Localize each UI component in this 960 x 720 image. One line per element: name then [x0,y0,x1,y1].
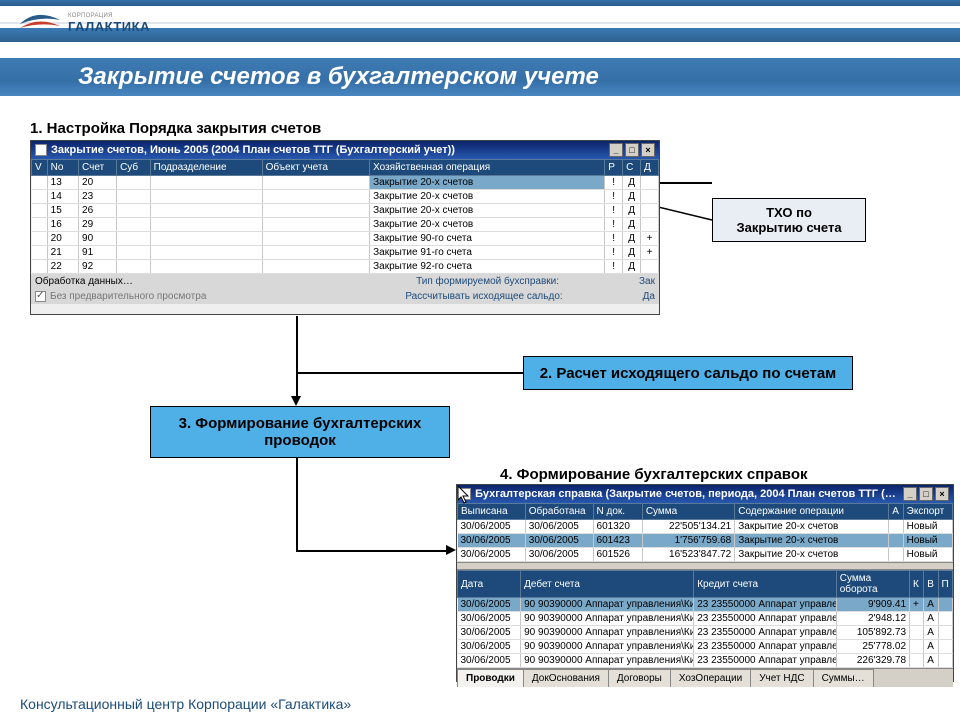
accounts-table[interactable]: VNoСчетСубПодразделениеОбъект учетаХозяй… [31,159,659,274]
step2-box: 2. Расчет исходящего сальдо по счетам [523,356,853,390]
table-row[interactable]: 2292Закрытие 92-го счета!Д [32,260,659,274]
status-saldo-val: Да [643,291,655,302]
col-header[interactable]: Выписана [458,504,526,520]
col-header[interactable]: К [910,571,924,598]
footer-text: Консультационный центр Корпорации «Галак… [20,696,351,712]
status-type-val: Зак [639,276,655,287]
arrowhead-right [446,545,456,555]
col-header[interactable]: Счет [79,160,117,176]
tab-проводки[interactable]: Проводки [457,669,524,687]
col-header[interactable]: Суб [117,160,151,176]
col-header[interactable]: Обработана [525,504,593,520]
table-row[interactable]: 2191Закрытие 91-го счета!Д+ [32,246,659,260]
table-row[interactable]: 1629Закрытие 20-х счетов!Д [32,218,659,232]
callout-line1: ТХО по [766,205,812,220]
col-header[interactable]: N док. [593,504,642,520]
table-row[interactable]: 1320Закрытие 20-х счетов!Д [32,176,659,190]
tab-докоснования[interactable]: ДокОснования [523,669,609,687]
callout-line2: Закрытию счета [736,220,841,235]
col-header[interactable]: Дебет счета [521,571,694,598]
table-row[interactable]: 2090Закрытие 90-го счета!Д+ [32,232,659,246]
tab-суммы…[interactable]: Суммы… [813,669,874,687]
tab-учет ндс[interactable]: Учет НДС [750,669,813,687]
window-close-accounts: Закрытие счетов, Июнь 2005 (2004 План сч… [30,140,660,315]
status-area: Обработка данных… Тип формируемой бухспр… [31,274,659,304]
logo-text: ГАЛАКТИКА [68,19,150,34]
col-header[interactable]: No [47,160,78,176]
table-row[interactable]: 1526Закрытие 20-х счетов!Д [32,204,659,218]
col-header[interactable]: В [924,571,938,598]
entries-table[interactable]: ДатаДебет счетаКредит счетаСумма оборота… [457,570,953,668]
col-header[interactable]: Хозяйственная операция [370,160,605,176]
close-button[interactable]: × [935,487,949,501]
titlebar[interactable]: Бухгалтерская справка (Закрытие счетов, … [457,485,953,503]
preview-label: Без предварительного просмотра [50,291,206,302]
step3-box: 3. Формирование бухгалтерских проводок [150,406,450,458]
col-header[interactable]: С [623,160,641,176]
col-header[interactable]: Подразделение [150,160,262,176]
col-header[interactable]: Сумма оборота [836,571,909,598]
connector [296,372,524,374]
maximize-button[interactable]: □ [625,143,639,157]
preview-checkbox[interactable] [35,291,46,302]
arrowhead-down [291,396,301,406]
window-title: Закрытие счетов, Июнь 2005 (2004 План сч… [51,141,455,159]
slide-title: Закрытие счетов в бухгалтерском учете [0,58,960,96]
col-header[interactable]: Р [605,160,623,176]
table-row[interactable]: 1423Закрытие 20-х счетов!Д [32,190,659,204]
app-icon [35,144,47,156]
table-row[interactable]: 30/06/200590 90390000 Аппарат управления… [458,640,953,654]
close-button[interactable]: × [641,143,655,157]
connector [296,458,298,552]
table-row[interactable]: 30/06/200590 90390000 Аппарат управления… [458,612,953,626]
documents-table[interactable]: ВыписанаОбработанаN док.СуммаСодержание … [457,503,953,562]
tab-bar: ПроводкиДокОснованияДоговорыХозОперацииУ… [457,668,953,687]
col-header[interactable]: Объект учета [262,160,369,176]
window-title: Бухгалтерская справка (Закрытие счетов, … [475,485,903,503]
connector [296,316,298,398]
col-header[interactable]: П [938,571,952,598]
col-header[interactable]: А [889,504,903,520]
maximize-button[interactable]: □ [919,487,933,501]
status-type-key: Тип формируемой бухсправки: [416,276,559,287]
tab-хозоперации[interactable]: ХозОперации [670,669,751,687]
step4-label: 4. Формирование бухгалтерских справок [500,466,808,483]
table-row[interactable]: 30/06/200590 90390000 Аппарат управления… [458,626,953,640]
col-header[interactable]: Экспорт [903,504,952,520]
table-row[interactable]: 30/06/200530/06/200560152616'523'847.72З… [458,548,953,562]
tab-договоры[interactable]: Договоры [608,669,671,687]
callout-txo: ТХО по Закрытию счета [712,198,866,242]
col-header[interactable]: Кредит счета [694,571,837,598]
connector [296,550,446,552]
col-header[interactable]: Сумма [642,504,734,520]
col-header[interactable]: Содержание операции [735,504,889,520]
status-saldo-key: Рассчитывать исходящее сальдо: [405,291,562,302]
cursor-icon [458,486,472,504]
col-header[interactable]: Дата [458,571,521,598]
window-accounting-ref: Бухгалтерская справка (Закрытие счетов, … [456,484,954,682]
minimize-button[interactable]: _ [903,487,917,501]
table-row[interactable]: 30/06/200530/06/200560132022'505'134.21З… [458,520,953,534]
status-processing: Обработка данных… [35,276,133,287]
table-row[interactable]: 30/06/200590 90390000 Аппарат управления… [458,654,953,668]
table-row[interactable]: 30/06/200530/06/20056014231'756'759.68За… [458,534,953,548]
col-header[interactable]: V [32,160,48,176]
col-header[interactable]: Д [641,160,659,176]
table-row[interactable]: 30/06/200590 90390000 Аппарат управления… [458,598,953,612]
minimize-button[interactable]: _ [609,143,623,157]
step1-label: 1. Настройка Порядка закрытия счетов [30,120,321,137]
titlebar[interactable]: Закрытие счетов, Июнь 2005 (2004 План сч… [31,141,659,159]
logo: КОРПОРАЦИЯ ГАЛАКТИКА [18,10,150,36]
